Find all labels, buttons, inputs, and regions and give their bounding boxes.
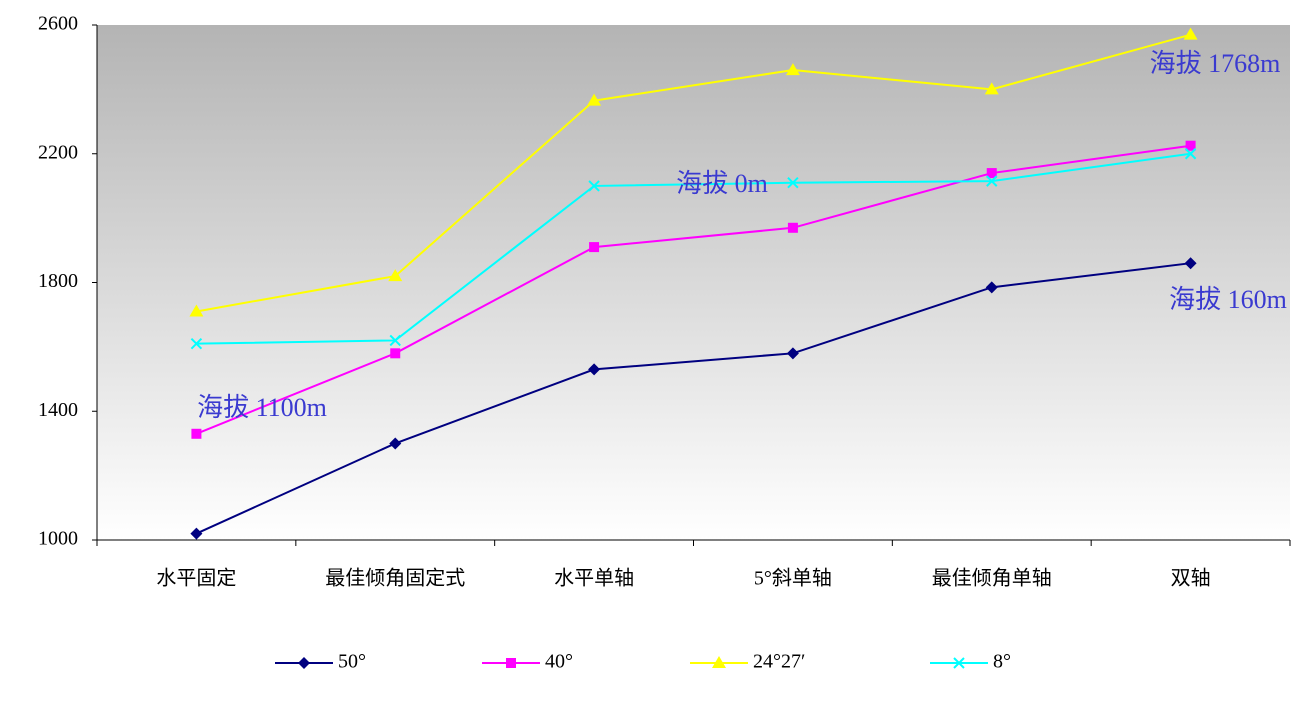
marker: [1183, 27, 1198, 40]
annotation: 海拔 160m: [1169, 285, 1287, 314]
marker: [389, 437, 402, 450]
marker: [189, 304, 204, 317]
marker: [389, 334, 401, 347]
y-tick-label: 1800: [38, 270, 78, 292]
series-line: [196, 152, 1191, 345]
legend-label: 24°27′: [753, 651, 805, 673]
marker: [1185, 140, 1196, 151]
marker: [190, 527, 203, 540]
marker: [298, 657, 310, 669]
marker: [786, 347, 799, 360]
marker: [953, 657, 965, 669]
x-tick-label: 最佳倾角单轴: [932, 567, 1052, 590]
series: [191, 140, 1196, 439]
marker: [787, 177, 799, 189]
legend-label: 50°: [338, 651, 366, 673]
marker: [588, 180, 600, 192]
marker: [388, 269, 403, 282]
marker: [1184, 257, 1197, 270]
marker: [984, 82, 999, 95]
annotation: 海拔 1768m: [1150, 49, 1281, 78]
series-line: [196, 33, 1191, 313]
marker: [785, 63, 800, 76]
marker: [985, 281, 998, 294]
annotation: 海拔 1100m: [197, 393, 327, 422]
plot-area: [97, 25, 1290, 540]
x-tick-label: 双轴: [1171, 567, 1211, 590]
y-tick-label: 2200: [38, 141, 78, 163]
x-tick-label: 最佳倾角固定式: [325, 567, 465, 590]
marker: [588, 363, 601, 376]
marker: [712, 656, 726, 668]
y-tick-label: 2600: [38, 13, 78, 35]
series: [190, 257, 1197, 540]
x-tick-label: 水平单轴: [554, 567, 634, 590]
marker: [191, 428, 202, 439]
y-tick-label: 1400: [38, 399, 78, 421]
marker: [506, 658, 516, 668]
legend-label: 40°: [545, 651, 573, 673]
series-line: [196, 144, 1191, 435]
marker: [1184, 148, 1197, 160]
marker: [587, 93, 602, 106]
marker: [390, 348, 401, 359]
y-tick-label: 1000: [38, 528, 78, 550]
marker: [589, 242, 600, 253]
x-tick-label: 水平固定: [156, 567, 236, 590]
series-line: [196, 262, 1191, 535]
series: [190, 148, 1197, 350]
marker: [986, 168, 997, 179]
series: [189, 27, 1198, 317]
annotation: 海拔 0m: [676, 169, 768, 198]
x-tick-label: 5°斜单轴: [754, 567, 832, 590]
marker: [787, 222, 798, 233]
legend-label: 8°: [993, 651, 1011, 673]
marker: [190, 337, 203, 350]
marker: [986, 175, 998, 187]
